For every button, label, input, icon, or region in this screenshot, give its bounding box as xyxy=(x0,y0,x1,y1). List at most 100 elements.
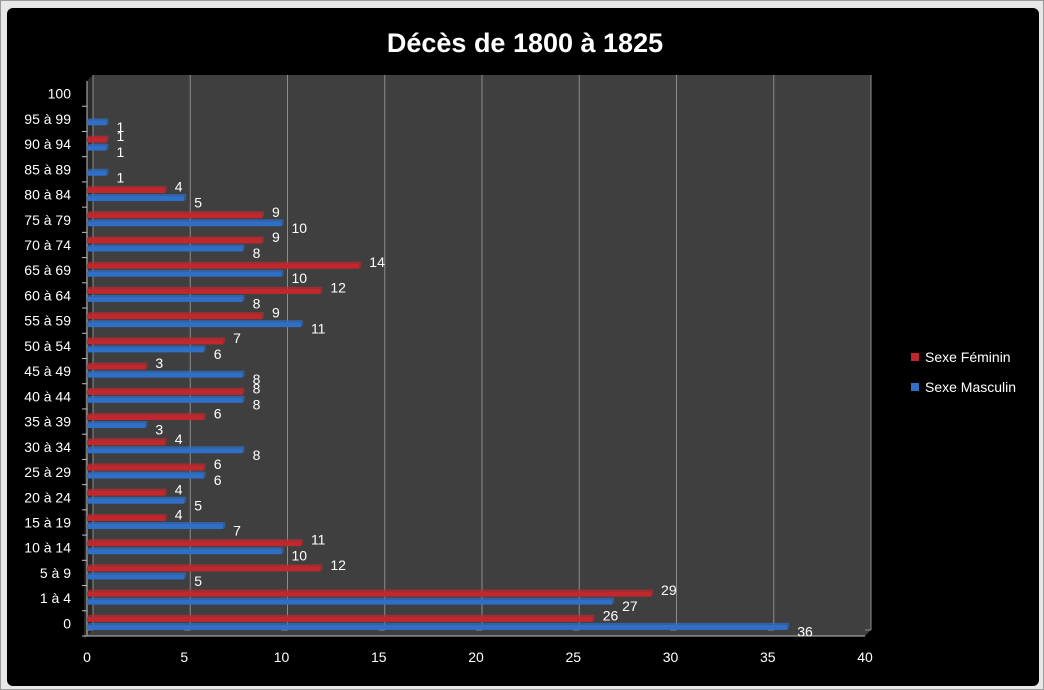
data-label: 8 xyxy=(253,245,261,261)
data-label: 9 xyxy=(272,305,280,321)
bar-male xyxy=(87,120,107,126)
x-tick-label: 30 xyxy=(663,649,679,665)
bar-female xyxy=(87,188,165,194)
bar-end xyxy=(106,168,109,176)
bar-end xyxy=(281,219,284,227)
y-tick-label: 25 à 29 xyxy=(24,464,71,480)
data-label: 14 xyxy=(369,254,385,270)
bar-female xyxy=(87,490,165,496)
data-label: 5 xyxy=(194,497,202,513)
data-label: 6 xyxy=(214,346,222,362)
bar-end xyxy=(281,547,284,555)
bar-end xyxy=(184,194,187,202)
legend-label-male: Sexe Masculin xyxy=(925,379,1016,395)
data-label: 6 xyxy=(214,406,222,422)
bar-female xyxy=(87,263,360,269)
plot-background xyxy=(87,75,871,636)
x-tick-label: 5 xyxy=(180,649,188,665)
bar-top xyxy=(87,446,245,449)
data-label: 8 xyxy=(253,447,261,463)
y-tick-label: 10 à 14 xyxy=(24,540,71,556)
bar-end xyxy=(359,261,362,269)
y-tick-label: 0 xyxy=(63,615,71,631)
bar-top xyxy=(87,395,245,398)
bar-top xyxy=(87,564,323,567)
bar-end xyxy=(164,186,167,194)
bar-male xyxy=(87,271,282,277)
y-tick-label: 70 à 74 xyxy=(24,237,71,253)
bar-top xyxy=(87,513,167,516)
bar-end xyxy=(145,362,148,370)
y-tick-label: 50 à 54 xyxy=(24,338,71,354)
data-label: 8 xyxy=(253,371,261,387)
bar-end xyxy=(164,438,167,446)
bar-top xyxy=(87,244,245,247)
bar-top xyxy=(87,337,226,340)
x-tick-label: 10 xyxy=(274,649,290,665)
legend: Sexe Féminin Sexe Masculin xyxy=(911,349,1016,395)
data-label: 12 xyxy=(330,279,346,295)
bar-end xyxy=(145,421,148,429)
bar-end xyxy=(164,488,167,496)
bar-female xyxy=(87,616,593,622)
x-tick-label: 20 xyxy=(468,649,484,665)
y-tick-label: 90 à 94 xyxy=(24,136,71,152)
bar-top xyxy=(87,614,595,617)
data-label: 29 xyxy=(661,582,677,598)
data-label: 10 xyxy=(292,270,308,286)
bar-end xyxy=(320,564,323,572)
bar-end xyxy=(223,521,226,529)
bar-male xyxy=(87,523,224,529)
bar-top xyxy=(87,496,187,499)
bar-end xyxy=(203,471,206,479)
data-label: 26 xyxy=(603,607,619,623)
bar-top xyxy=(87,362,148,365)
bar-top xyxy=(87,211,265,214)
bar-end xyxy=(203,413,206,421)
chart-area[interactable]: Décès de 1800 à 1825 0 5 10 15 20 25 30 35 40 0 1 … xyxy=(7,8,1039,686)
bar-male xyxy=(87,599,613,605)
data-label: 3 xyxy=(155,422,163,438)
bar-male xyxy=(87,196,185,202)
data-label: 1 xyxy=(116,169,124,185)
bar-female xyxy=(87,591,652,597)
bar-end xyxy=(612,597,615,605)
y-tick-label: 15 à 19 xyxy=(24,514,71,530)
bar-male xyxy=(87,549,282,555)
bar-end xyxy=(106,143,109,151)
bar-top xyxy=(87,471,206,474)
bar-male xyxy=(87,296,243,302)
bar-female xyxy=(87,339,224,345)
bar-end xyxy=(203,463,206,471)
bar-top xyxy=(87,345,206,348)
bar-end xyxy=(242,370,245,378)
bar-top xyxy=(87,320,303,323)
x-tick-label: 0 xyxy=(83,649,91,665)
x-tick-label: 15 xyxy=(371,649,387,665)
bar-top xyxy=(87,597,615,600)
bar-female xyxy=(87,137,107,143)
bar-male xyxy=(87,322,301,328)
bar-top xyxy=(87,438,167,441)
legend-swatch-male xyxy=(911,383,919,391)
data-label: 5 xyxy=(194,573,202,589)
bar-end xyxy=(223,337,226,345)
data-label: 7 xyxy=(233,330,241,346)
bar-male xyxy=(87,221,282,227)
bar-female xyxy=(87,238,263,244)
bar-top xyxy=(87,547,284,550)
bar-female xyxy=(87,515,165,521)
bar-end xyxy=(184,496,187,504)
bar-end xyxy=(320,286,323,294)
data-label: 9 xyxy=(272,229,280,245)
bar-top xyxy=(87,521,226,524)
y-tick-label: 60 à 64 xyxy=(24,287,71,303)
y-tick-label: 40 à 44 xyxy=(24,388,71,404)
bar-top xyxy=(87,269,284,272)
bar-female xyxy=(87,364,146,370)
y-tick-label: 65 à 69 xyxy=(24,262,71,278)
bar-end xyxy=(106,118,109,126)
bar-top xyxy=(87,387,245,390)
bar-end xyxy=(184,572,187,580)
